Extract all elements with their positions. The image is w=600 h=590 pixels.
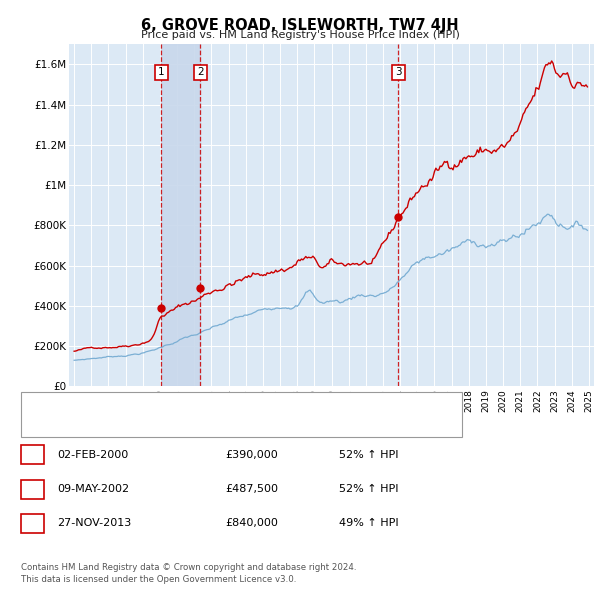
Text: 52% ↑ HPI: 52% ↑ HPI xyxy=(339,450,398,460)
Bar xyxy=(161,44,200,386)
Text: 02-FEB-2000: 02-FEB-2000 xyxy=(57,450,128,460)
Text: £390,000: £390,000 xyxy=(225,450,278,460)
Text: £487,500: £487,500 xyxy=(225,484,278,494)
Text: HPI: Average price, detached house, Hounslow: HPI: Average price, detached house, Houn… xyxy=(63,419,307,429)
Text: 3: 3 xyxy=(395,67,402,77)
Text: 3: 3 xyxy=(29,519,36,528)
Text: 1: 1 xyxy=(158,67,165,77)
Text: 27-NOV-2013: 27-NOV-2013 xyxy=(57,519,131,528)
Text: £840,000: £840,000 xyxy=(225,519,278,528)
Text: Contains HM Land Registry data © Crown copyright and database right 2024.: Contains HM Land Registry data © Crown c… xyxy=(21,563,356,572)
Text: 6, GROVE ROAD, ISLEWORTH, TW7 4JH (detached house): 6, GROVE ROAD, ISLEWORTH, TW7 4JH (detac… xyxy=(63,400,359,409)
Text: 1: 1 xyxy=(29,450,36,460)
Text: This data is licensed under the Open Government Licence v3.0.: This data is licensed under the Open Gov… xyxy=(21,575,296,584)
Text: 49% ↑ HPI: 49% ↑ HPI xyxy=(339,519,398,528)
Text: 52% ↑ HPI: 52% ↑ HPI xyxy=(339,484,398,494)
Text: Price paid vs. HM Land Registry's House Price Index (HPI): Price paid vs. HM Land Registry's House … xyxy=(140,30,460,40)
Text: 6, GROVE ROAD, ISLEWORTH, TW7 4JH: 6, GROVE ROAD, ISLEWORTH, TW7 4JH xyxy=(141,18,459,32)
Text: 2: 2 xyxy=(29,484,36,494)
Text: 09-MAY-2002: 09-MAY-2002 xyxy=(57,484,129,494)
Text: 2: 2 xyxy=(197,67,204,77)
